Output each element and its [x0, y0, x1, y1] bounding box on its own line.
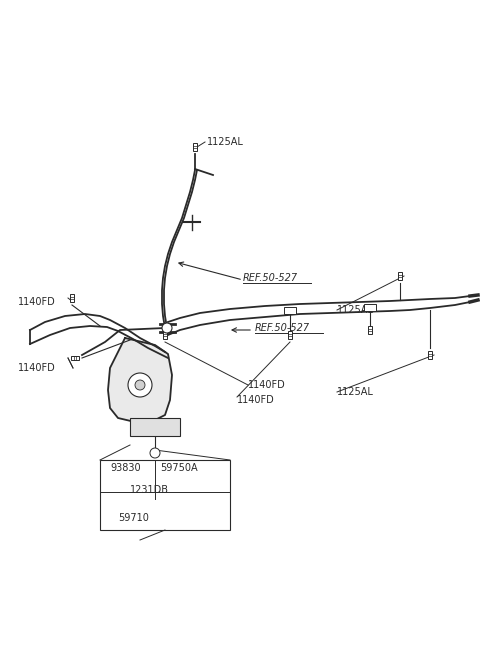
Circle shape [162, 323, 172, 333]
Bar [100, 460, 230, 530]
Text: 1140FD: 1140FD [18, 297, 56, 307]
Circle shape [135, 380, 145, 390]
Polygon shape [108, 338, 172, 422]
Text: 1140FD: 1140FD [248, 380, 286, 390]
Text: 1125AL: 1125AL [207, 137, 244, 147]
FancyBboxPatch shape [192, 143, 197, 151]
Bar [364, 304, 376, 310]
FancyBboxPatch shape [163, 331, 168, 339]
FancyBboxPatch shape [397, 272, 402, 280]
Text: 1140FD: 1140FD [18, 363, 56, 373]
Text: 1140FD: 1140FD [237, 395, 275, 405]
FancyBboxPatch shape [70, 294, 74, 302]
FancyBboxPatch shape [368, 327, 372, 334]
Text: REF.50-527: REF.50-527 [255, 323, 310, 333]
Text: 1125AL: 1125AL [337, 305, 374, 315]
Text: 1231DB: 1231DB [130, 485, 169, 495]
Text: 93830: 93830 [110, 463, 141, 473]
FancyBboxPatch shape [428, 351, 432, 359]
Circle shape [128, 373, 152, 397]
Text: 1125AL: 1125AL [337, 387, 374, 397]
Bar [284, 306, 296, 314]
Text: 59710: 59710 [118, 513, 149, 523]
Circle shape [150, 448, 160, 458]
Bar [130, 418, 180, 436]
FancyBboxPatch shape [71, 356, 79, 360]
FancyBboxPatch shape [288, 331, 292, 338]
Text: REF.50-527: REF.50-527 [243, 273, 298, 283]
Text: 59750A: 59750A [160, 463, 198, 473]
